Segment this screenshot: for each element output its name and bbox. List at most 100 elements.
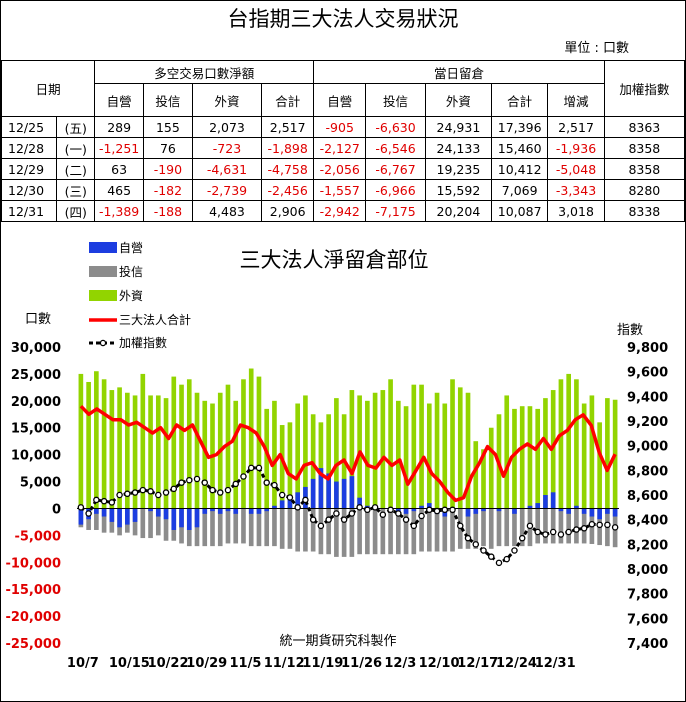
foreign-bar: [101, 379, 107, 509]
foreign-bar: [248, 368, 254, 509]
y-tick-label: -25,000: [5, 637, 61, 652]
table-row: 12/31 (四) -1,389 -188 4,483 2,906 -2,942 -7,175…: [1, 200, 685, 222]
index-cell: 8338: [603, 200, 685, 222]
net-cell: -1,389: [94, 200, 145, 222]
net-col-header: 自營: [94, 83, 145, 117]
index-point: [410, 522, 418, 530]
date-cell: 12/28: [1, 137, 58, 159]
index-point: [596, 521, 603, 529]
index-point: [224, 486, 232, 494]
net-cell: -190: [143, 158, 193, 180]
index-point: [340, 516, 348, 523]
foreign-bar: [426, 403, 432, 509]
foreign-bar: [612, 399, 618, 509]
foreign-bar: [318, 422, 324, 509]
net-cell: -4,758: [261, 158, 315, 180]
index-point: [472, 541, 480, 548]
proprietary-bar: [496, 508, 502, 512]
x-tick-label: 10/15: [109, 656, 150, 671]
y2-tick-label: 7,600: [627, 612, 668, 627]
index-point: [518, 534, 526, 542]
proprietary-bar: [94, 508, 99, 514]
oi-cell: 7,069: [490, 179, 549, 201]
oi-cell: -6,966: [365, 179, 426, 201]
foreign-bar: [403, 406, 409, 509]
y2-tick-label: 9,600: [627, 366, 668, 381]
trust-bar: [372, 508, 378, 555]
y2-tick-label: 8,400: [627, 514, 668, 529]
foreign-bar: [295, 403, 300, 509]
index-point: [526, 522, 534, 530]
trust-bar: [519, 508, 525, 547]
oi-cell: 2,517: [547, 116, 605, 138]
y2-tick-label: 7,400: [627, 637, 668, 652]
x-tick-label: 12/31: [535, 656, 576, 671]
foreign-bar: [155, 395, 161, 509]
foreign-bar: [117, 387, 122, 509]
trust-bar: [148, 508, 153, 539]
index-point: [426, 506, 433, 514]
foreign-bar: [171, 376, 177, 509]
foreign-bar: [388, 379, 393, 509]
index-point: [511, 547, 518, 554]
oi-cell: 10,412: [490, 158, 549, 180]
net-cell: -723: [191, 137, 263, 159]
foreign-bar: [186, 379, 192, 509]
net-cell: -4,631: [191, 158, 263, 180]
trust-bar: [496, 508, 502, 547]
oi-cell: -1,557: [313, 179, 367, 201]
proprietary-bar: [310, 478, 316, 509]
index-point: [418, 512, 425, 520]
net-cell: -2,456: [261, 179, 315, 201]
date-cell: 12/29: [1, 158, 58, 180]
trust-bar: [411, 508, 417, 555]
x-tick-label: 11/5: [230, 656, 262, 671]
oi-cell: -2,127: [313, 137, 367, 159]
index-point: [216, 489, 224, 496]
y2-tick-label: 9,000: [627, 440, 668, 455]
trust-bar: [380, 508, 386, 555]
trust-bar: [287, 508, 293, 549]
x-tick-label: 12/3: [384, 656, 416, 671]
proprietary-bar: [210, 508, 215, 512]
y-tick-label: 10,000: [11, 449, 61, 464]
net-cell: 2,517: [261, 116, 315, 138]
page-title: 台指期三大法人交易狀況: [227, 7, 459, 31]
oi-cell: 15,460: [490, 137, 549, 159]
trust-bar: [341, 508, 347, 557]
index-point: [178, 479, 185, 486]
index-point: [534, 528, 541, 536]
index-point: [573, 526, 580, 533]
y-tick-label: 25,000: [11, 368, 61, 383]
oi-cell: 24,931: [424, 116, 492, 138]
legend-label: 投信: [119, 264, 143, 279]
legend-label: 三大法人合計: [119, 312, 191, 327]
index-point: [170, 485, 178, 493]
table-row: 12/28 (一) -1,251 76 -723 -1,898 -2,127 -6,546 24…: [1, 137, 685, 159]
index-point: [271, 481, 278, 489]
trust-bar: [248, 508, 254, 547]
index-point: [395, 510, 402, 517]
index-cell: 8358: [603, 158, 685, 180]
index-point: [186, 476, 193, 484]
trust-bar: [434, 508, 440, 552]
foreign-bar: [543, 398, 548, 509]
net-cell: 465: [94, 179, 145, 201]
proprietary-bar: [341, 478, 347, 509]
trust-bar: [465, 508, 471, 549]
oi-cell: -3,343: [547, 179, 605, 201]
index-point: [147, 488, 154, 495]
oi-col-header: 自營: [313, 83, 367, 117]
oi-cell: 24,133: [424, 137, 492, 159]
foreign-bar: [132, 395, 138, 509]
index-point: [116, 491, 123, 499]
x-tick-label: 11/19: [302, 656, 343, 671]
proprietary-bar: [403, 508, 409, 514]
proprietary-bar: [581, 508, 587, 514]
foreign-bar: [605, 398, 610, 509]
proprietary-bar: [264, 508, 270, 512]
index-point: [464, 534, 472, 542]
index-point: [209, 486, 216, 494]
proprietary-bar: [558, 508, 564, 512]
weekday-cell: (五): [56, 116, 96, 138]
